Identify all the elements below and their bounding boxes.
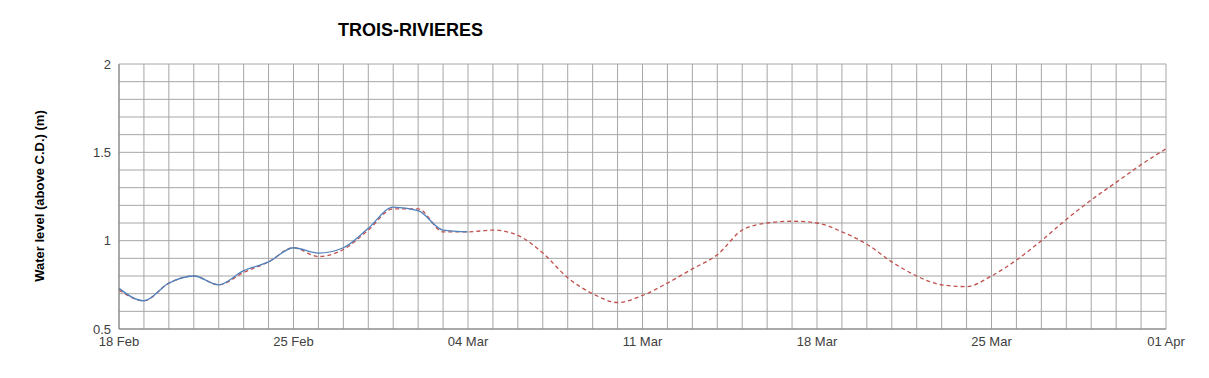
svg-text:01 Apr: 01 Apr	[1147, 334, 1185, 349]
svg-text:18 Feb: 18 Feb	[98, 334, 140, 350]
svg-text:11 Mar: 11 Mar	[623, 334, 663, 349]
svg-text:1: 1	[104, 233, 111, 248]
svg-text:0.5: 0.5	[93, 322, 111, 337]
svg-text:2: 2	[104, 57, 111, 72]
svg-text:04 Mar: 04 Mar	[448, 334, 489, 349]
html-text:TROIS-RIVIERES: TROIS-RIVIERES	[338, 20, 483, 40]
svg-text:25 Feb: 25 Feb	[273, 334, 313, 349]
svg-text:18 Mar: 18 Mar	[797, 334, 838, 349]
svg-text:25 Mar: 25 Mar	[971, 334, 1012, 349]
html-text:Water level (above C.D.) (m): Water level (above C.D.) (m)	[32, 110, 47, 282]
svg-text:1.5: 1.5	[93, 145, 111, 160]
